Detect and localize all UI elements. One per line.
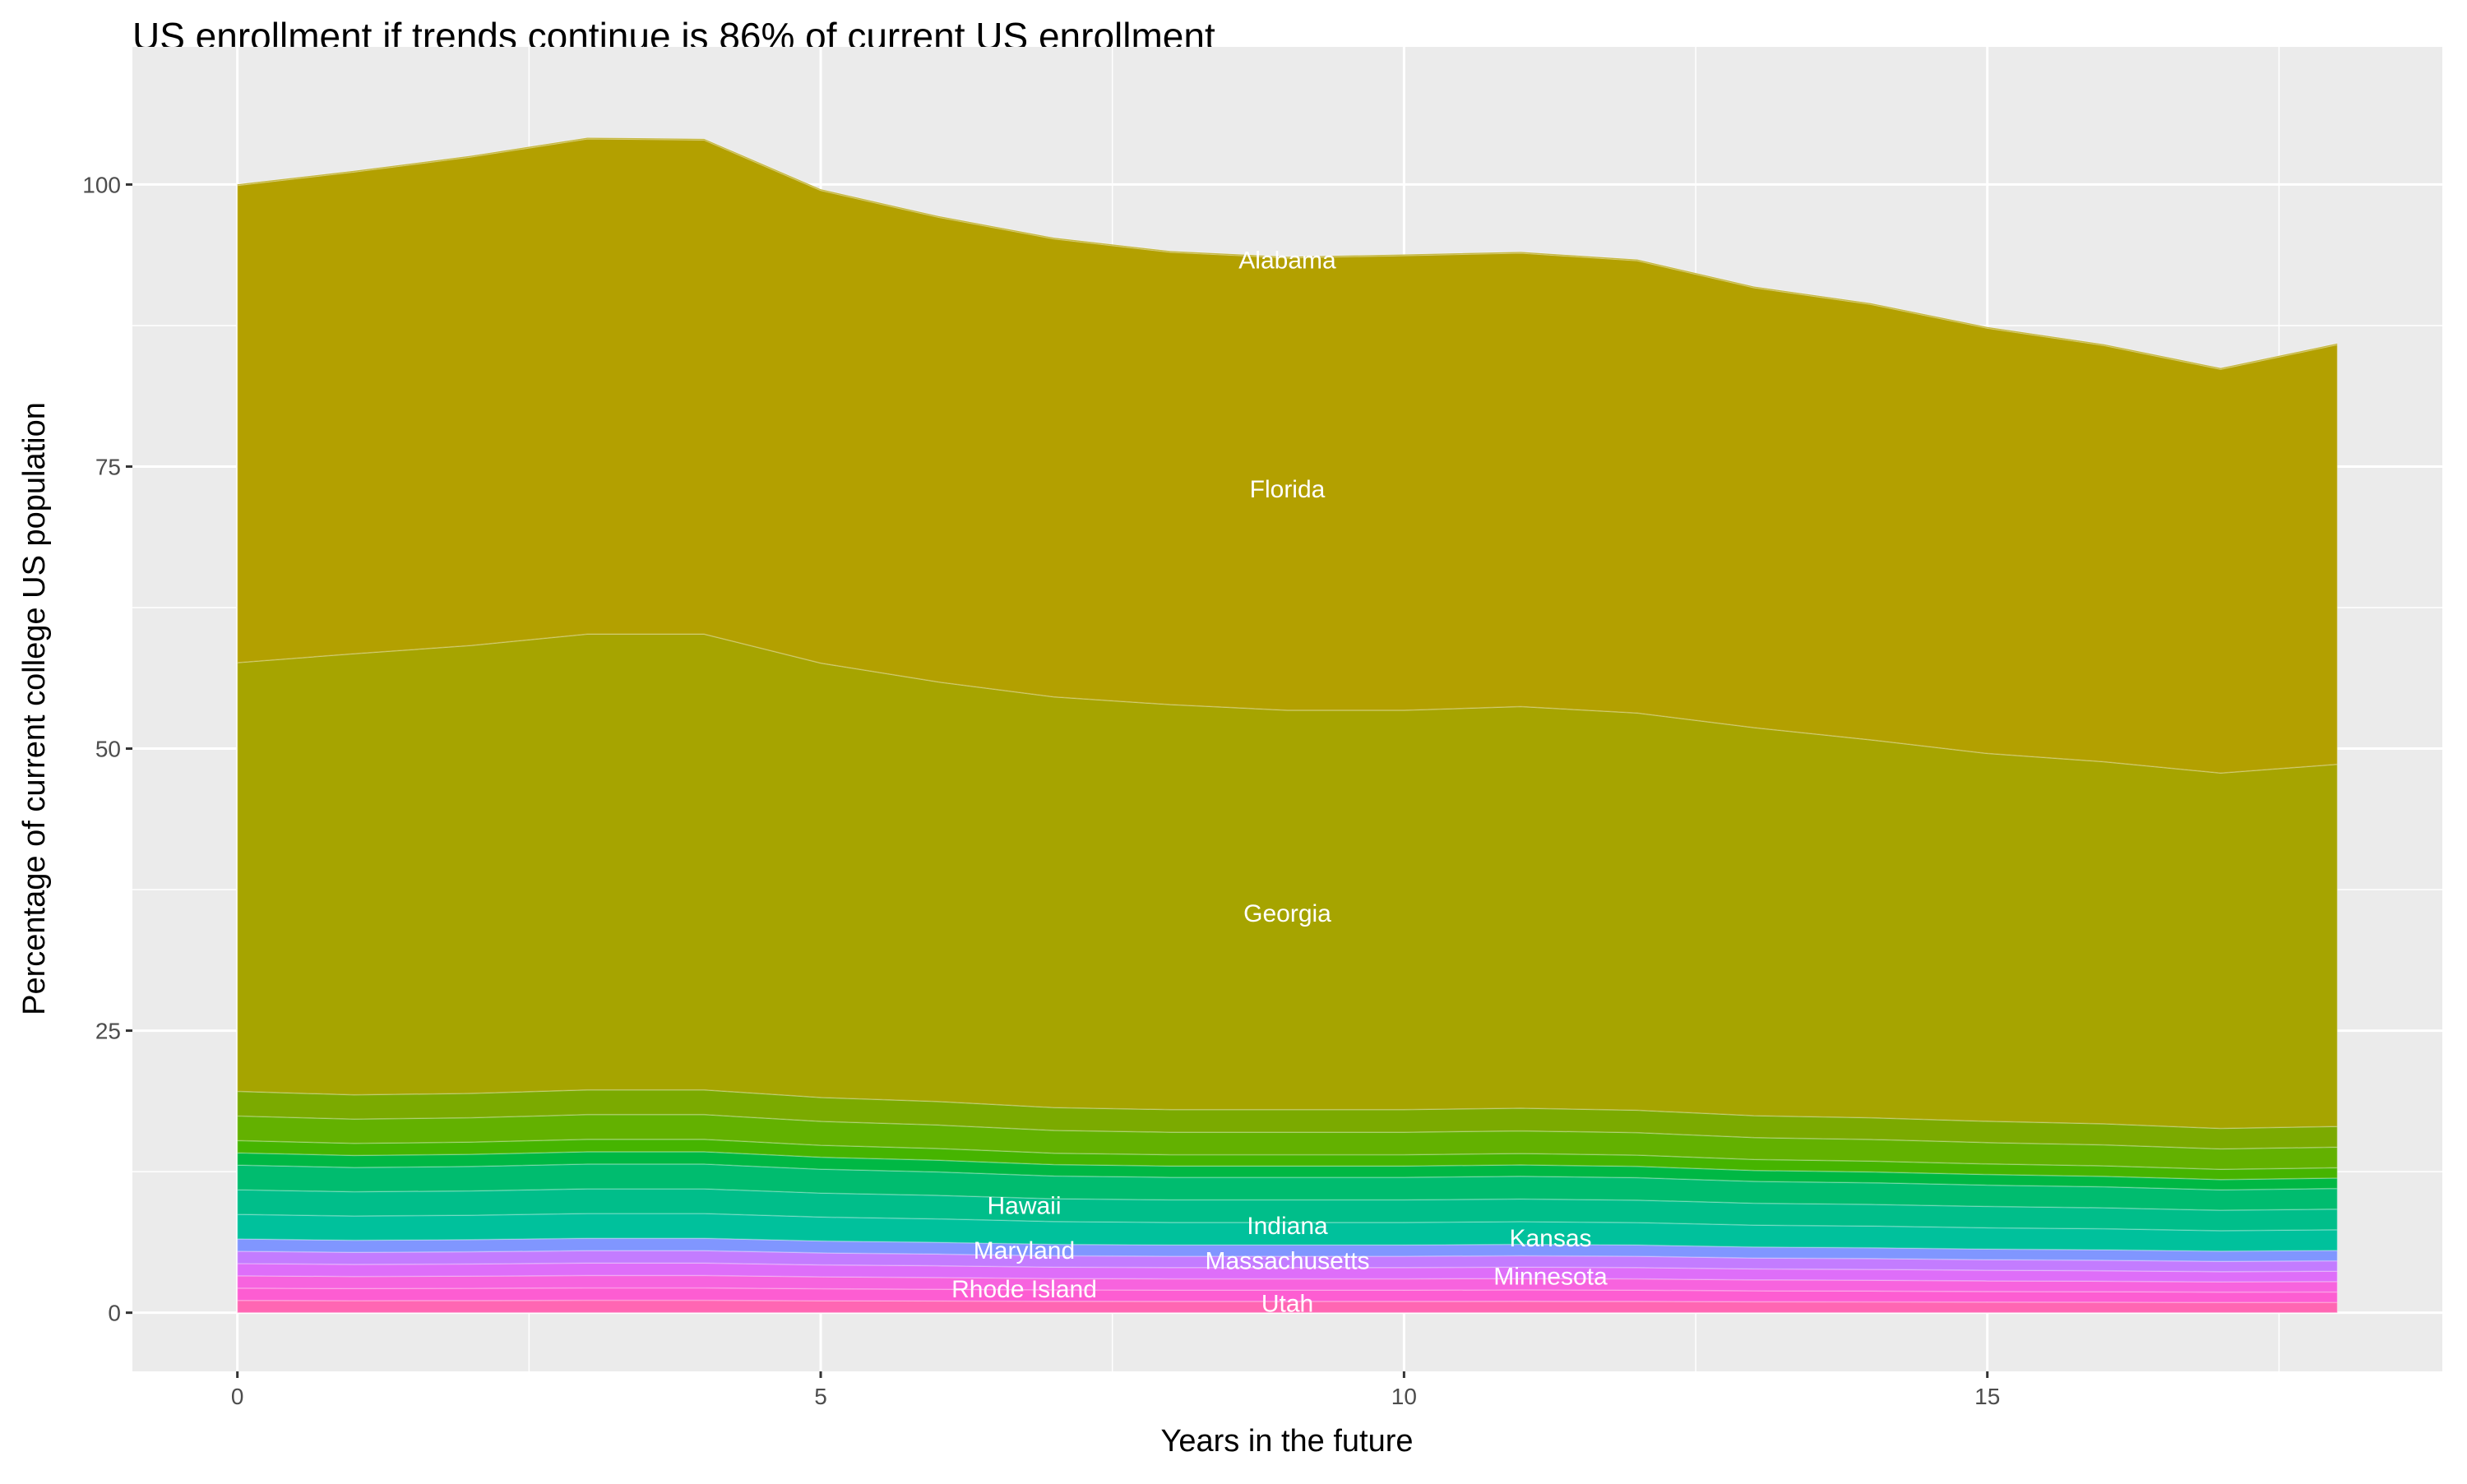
axes: 0 5 10 15 0 25 50 75 100 [82, 172, 2000, 1409]
area-layer-8 [236, 1163, 2339, 1211]
x-tick-label: 10 [1391, 1384, 1417, 1409]
y-axis-title: Percentage of current college US populat… [17, 402, 52, 1015]
area-layer-15 [236, 136, 2339, 370]
y-tick-label: 75 [95, 454, 121, 479]
area-layer-5 [236, 1237, 2339, 1262]
state-label: Minnesota [1493, 1264, 1608, 1291]
area-layer-10 [236, 1138, 2339, 1181]
area-layer-14 [236, 138, 2339, 774]
state-label: Alabama [1238, 247, 1336, 274]
state-label: Indiana [1247, 1213, 1328, 1240]
y-tick-label: 50 [95, 737, 121, 762]
x-tick-label: 5 [814, 1384, 827, 1409]
x-tick-label: 0 [231, 1384, 244, 1409]
area-layer-9 [236, 1151, 2339, 1190]
state-label: Rhode Island [951, 1276, 1097, 1303]
area-layer-4 [236, 1250, 2339, 1273]
area-layer-2 [236, 1274, 2339, 1293]
state-label: Florida [1250, 476, 1326, 503]
y-tick-label: 100 [82, 172, 121, 197]
area-layers [236, 136, 2339, 1314]
state-label: Kansas [1509, 1225, 1591, 1252]
state-label: Georgia [1243, 900, 1331, 927]
y-tick-label: 0 [108, 1301, 121, 1326]
x-tick-label: 15 [1974, 1384, 2000, 1409]
state-label: Massachusetts [1205, 1248, 1369, 1275]
state-labels: Utah Rhode Island Minnesota Massachusetts Ma… [951, 247, 1608, 1317]
state-label: Maryland [974, 1237, 1075, 1264]
y-tick-label: 25 [95, 1019, 121, 1044]
state-label: Utah [1261, 1291, 1313, 1318]
area-layer-13 [236, 633, 2339, 1130]
state-label: Hawaii [987, 1192, 1061, 1219]
x-axis-title: Years in the future [1160, 1424, 1413, 1459]
area-layer-3 [236, 1262, 2339, 1283]
